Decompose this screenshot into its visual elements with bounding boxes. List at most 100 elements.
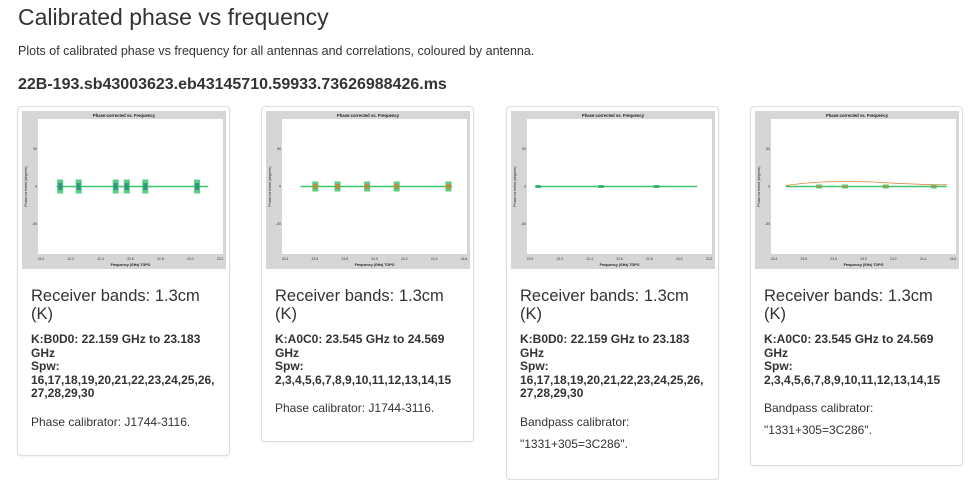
x-tick-label: 24.6 <box>950 257 957 261</box>
y-tick-label: 50 <box>522 147 526 151</box>
plot-ylabel: Phase:corrected (degrees) <box>513 166 517 206</box>
data-cluster <box>843 185 847 188</box>
x-tick-label: 23.2 <box>706 257 713 261</box>
data-cluster <box>654 185 659 188</box>
data-cluster <box>536 185 541 188</box>
x-tick-label: 23.4 <box>282 257 289 261</box>
calibrator-name: J1744-3116. <box>368 401 435 415</box>
plot-ylabel: Phase:corrected (degrees) <box>24 166 28 206</box>
data-cluster <box>124 183 129 190</box>
plot-xlabel: Frequency (GHz) TOPO <box>111 263 151 267</box>
plot-ylabel: Phase:corrected (degrees) <box>757 166 761 206</box>
y-tick-label: -50 <box>276 222 281 226</box>
spw-list: 16,17,18,19,20,21,22,23,24,25,26,27,28,2… <box>520 372 704 400</box>
freq-info: K:A0C0: 23.545 GHz to 24.569 GHz Spw: 2,… <box>275 332 463 387</box>
plot-card: Phase:corrected vs. Frequency Phase:corre… <box>506 106 719 480</box>
calibrator-info: Phase calibrator: J1744-3116. <box>31 415 219 429</box>
x-tick-label: 22.8 <box>157 257 164 261</box>
plot-title: Phase:corrected vs. Frequency <box>337 113 400 118</box>
plot-title: Phase:corrected vs. Frequency <box>582 113 645 118</box>
x-tick-label: 23.8 <box>830 257 837 261</box>
y-tick-label: -50 <box>32 222 37 226</box>
plot-caption: Receiver bands: 1.3cm (K) K:B0D0: 22.159… <box>18 269 229 429</box>
calibrator-label: Bandpass calibrator: <box>764 401 874 415</box>
x-tick-label: 22.0 <box>38 257 45 261</box>
y-tick-label: 0 <box>768 185 770 189</box>
x-tick-label: 23.6 <box>801 257 808 261</box>
page-title: Calibrated phase vs frequency <box>18 4 329 30</box>
y-tick-label: 0 <box>35 185 37 189</box>
data-cluster <box>195 183 200 190</box>
freq-range: K:A0C0: 23.545 GHz to 24.569 GHz <box>764 332 934 360</box>
data-cluster <box>143 183 148 190</box>
calibrator-label: Bandpass calibrator: <box>520 414 630 429</box>
x-tick-label: 22.8 <box>646 257 653 261</box>
x-tick-label: 24.6 <box>461 257 468 261</box>
x-tick-label: 22.4 <box>97 257 104 261</box>
y-tick-label: 50 <box>33 147 37 151</box>
plot-title: Phase:corrected vs. Frequency <box>93 113 156 118</box>
plot-card: Phase:corrected vs. Frequency Phase:corre… <box>261 106 474 442</box>
data-cluster <box>599 185 603 188</box>
x-tick-label: 22.0 <box>527 257 534 261</box>
freq-range: K:B0D0: 22.159 GHz to 23.183 GHz <box>31 332 201 360</box>
x-tick-label: 24.2 <box>401 257 408 261</box>
x-tick-label: 23.6 <box>312 257 319 261</box>
freq-range: K:B0D0: 22.159 GHz to 23.183 GHz <box>520 332 690 360</box>
x-tick-label: 22.4 <box>586 257 593 261</box>
data-cluster <box>58 183 63 190</box>
freq-info: K:B0D0: 22.159 GHz to 23.183 GHz Spw: 16… <box>520 332 708 401</box>
calibrator-label: Phase calibrator: <box>31 414 122 429</box>
x-tick-label: 22.6 <box>616 257 623 261</box>
phase-plot-thumbnail[interactable]: Phase:corrected vs. Frequency Phase:corre… <box>22 111 226 269</box>
x-tick-label: 24.4 <box>431 257 438 261</box>
plot-card: Phase:corrected vs. Frequency Phase:corre… <box>17 106 230 456</box>
data-cluster <box>113 183 118 190</box>
freq-info: K:B0D0: 22.159 GHz to 23.183 GHz Spw: 16… <box>31 332 219 401</box>
x-tick-label: 23.8 <box>341 257 348 261</box>
spw-label: Spw: <box>275 359 304 373</box>
data-cluster <box>76 183 81 190</box>
band-title: Receiver bands: 1.3cm (K) <box>764 287 933 323</box>
spw-list: 2,3,4,5,6,7,8,9,10,11,12,13,14,15 <box>275 372 452 387</box>
y-tick-label: -50 <box>521 222 526 226</box>
y-tick-label: 50 <box>277 147 281 151</box>
plot-caption: Receiver bands: 1.3cm (K) K:B0D0: 22.159… <box>507 269 718 451</box>
y-tick-label: 50 <box>766 147 770 151</box>
plot-xlabel: Frequency (GHz) TOPO <box>844 263 884 267</box>
y-tick-label: 0 <box>279 185 281 189</box>
spw-list: 2,3,4,5,6,7,8,9,10,11,12,13,14,15 <box>764 372 941 387</box>
x-tick-label: 23.4 <box>771 257 778 261</box>
plot-xlabel: Frequency (GHz) TOPO <box>600 263 640 267</box>
x-tick-label: 24.4 <box>920 257 927 261</box>
x-tick-label: 24.0 <box>860 257 867 261</box>
phase-plot-thumbnail[interactable]: Phase:corrected vs. Frequency Phase:corre… <box>755 111 959 269</box>
calibrator-name: "1331+305=3C286". <box>520 436 628 451</box>
ms-name: 22B-193.sb43003623.eb43145710.59933.7362… <box>18 76 447 93</box>
x-tick-label: 24.0 <box>371 257 378 261</box>
y-tick-label: 0 <box>524 185 526 189</box>
spw-label: Spw: <box>520 359 549 373</box>
freq-info: K:A0C0: 23.545 GHz to 24.569 GHz Spw: 2,… <box>764 332 952 387</box>
phase-plot-thumbnail[interactable]: Phase:corrected vs. Frequency Phase:corre… <box>266 111 470 269</box>
data-cluster <box>335 184 340 189</box>
freq-range: K:A0C0: 23.545 GHz to 24.569 GHz <box>275 332 445 360</box>
plot-ylabel: Phase:corrected (degrees) <box>268 166 272 206</box>
plot-card: Phase:corrected vs. Frequency Phase:corre… <box>750 106 963 466</box>
x-tick-label: 23.0 <box>187 257 194 261</box>
plot-caption: Receiver bands: 1.3cm (K) K:A0C0: 23.545… <box>751 269 962 437</box>
data-cluster <box>394 184 399 189</box>
calibrator-name: "1331+305=3C286". <box>764 423 872 437</box>
x-tick-label: 22.2 <box>557 257 564 261</box>
data-cluster <box>931 185 936 188</box>
data-cluster <box>883 185 888 188</box>
data-cluster <box>817 185 822 188</box>
y-tick-label: -50 <box>765 222 770 226</box>
plot-title: Phase:corrected vs. Frequency <box>826 113 889 118</box>
x-tick-label: 24.2 <box>890 257 897 261</box>
x-tick-label: 23.2 <box>217 257 224 261</box>
x-tick-label: 23.0 <box>676 257 683 261</box>
x-tick-label: 22.2 <box>68 257 75 261</box>
plot-xlabel: Frequency (GHz) TOPO <box>355 263 395 267</box>
phase-plot-thumbnail[interactable]: Phase:corrected vs. Frequency Phase:corre… <box>511 111 715 269</box>
